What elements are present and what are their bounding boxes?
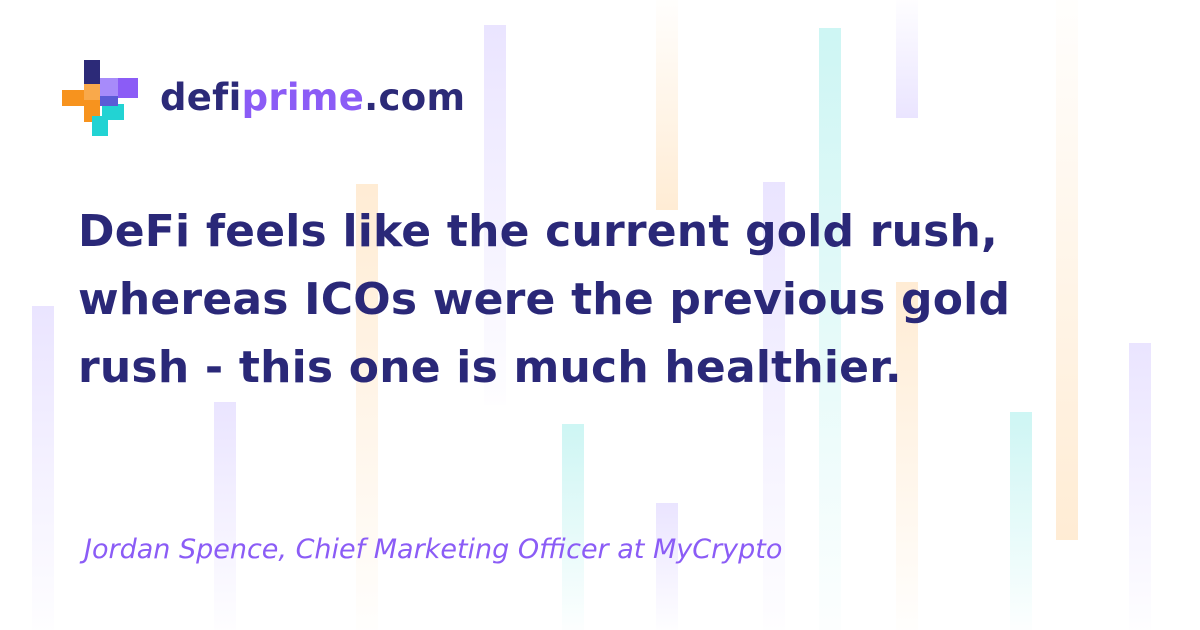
quote-line-3: rush - this one is much healthier. [78,342,902,393]
background-bar [896,0,918,118]
background-bar [763,182,785,630]
brand-name-domain: .com [364,76,466,119]
brand-name-prime: prime [241,76,365,119]
quote-line-2: whereas ICOs were the previous gold [78,274,1011,325]
background-bar [214,402,236,630]
defiprime-logo-icon [62,60,138,136]
background-bar [484,25,506,405]
background-bar [819,28,841,630]
background-bar [896,282,918,630]
background-bar [32,306,54,630]
brand-name: defiprime.com [160,74,465,122]
background-bar [656,0,678,210]
background-bar [1010,412,1032,630]
background-bar [1056,0,1078,540]
quote-attribution: Jordan Spence, Chief Marketing Officer a… [84,534,783,565]
background-bar [356,184,378,630]
quote-line-1: DeFi feels like the current gold rush, [78,206,998,257]
brand-name-defi: defi [160,76,242,119]
background-bar [656,503,678,630]
background-bar [562,424,584,630]
quote-text: DeFi feels like the current gold rush, w… [78,198,1078,402]
background-bar [1129,343,1151,630]
